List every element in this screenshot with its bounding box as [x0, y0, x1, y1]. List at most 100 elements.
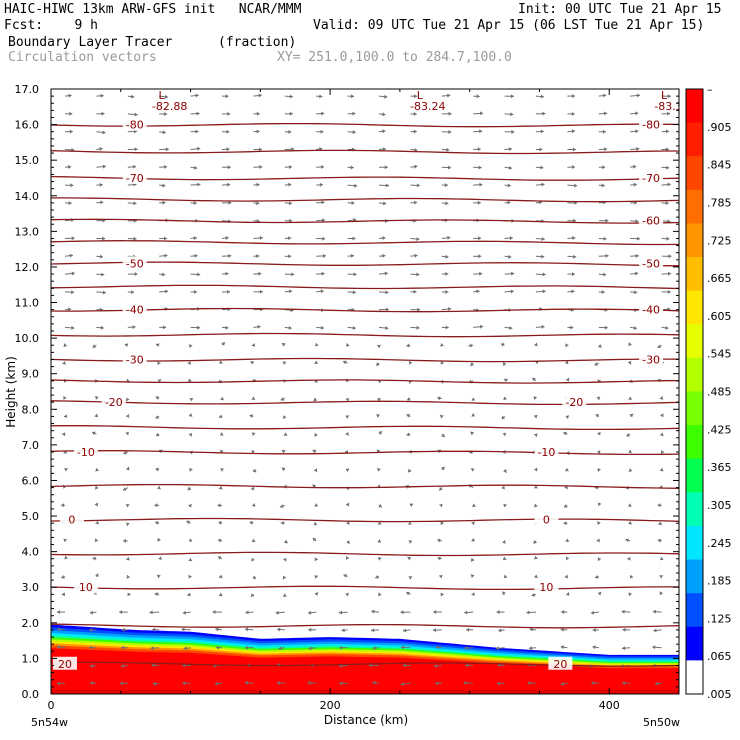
vector-arrowhead — [320, 289, 324, 294]
vector-arrowhead — [414, 253, 418, 258]
vector-arrowhead — [100, 325, 104, 330]
header-line4-left: Circulation vectors — [8, 50, 157, 65]
vector-arrowhead — [628, 342, 632, 347]
vector-arrowhead — [597, 502, 602, 506]
vector-arrowhead — [542, 272, 546, 277]
vector-arrowhead — [509, 236, 513, 241]
vector-arrowhead — [188, 538, 193, 542]
vector-arrowhead — [466, 627, 470, 632]
vector-arrowhead — [635, 271, 639, 276]
vector-arrowhead — [432, 628, 436, 633]
vector-arrowhead — [154, 592, 158, 597]
vector-arrowhead — [68, 201, 72, 205]
vector-arrowhead — [63, 538, 68, 542]
vector-arrowhead — [565, 378, 570, 382]
vector-arrowhead — [124, 343, 129, 348]
vector-arrowhead — [92, 344, 96, 348]
vector-arrowhead — [597, 432, 601, 436]
vector-arrowhead — [289, 289, 293, 294]
isotherm-10 — [51, 585, 679, 591]
y-tick-label: 9.0 — [22, 368, 40, 381]
vector-arrowhead — [102, 290, 106, 295]
vector-arrowhead — [572, 236, 576, 240]
circulation-vectors-layer — [56, 93, 672, 686]
colorbar-swatch — [686, 559, 703, 594]
vector-arrowhead — [131, 290, 135, 295]
vector-arrowhead — [225, 271, 229, 276]
vector-arrowhead — [413, 129, 417, 134]
vector-arrowhead — [162, 200, 166, 205]
vector-arrowhead — [659, 557, 664, 561]
vector-arrowhead — [468, 343, 472, 348]
vector-arrowhead — [259, 289, 263, 294]
y-tick-label: 0.0 — [22, 688, 40, 701]
vector-arrowhead — [259, 165, 263, 169]
vector-arrowhead — [526, 610, 530, 615]
y-axis-title: Height (km) — [4, 356, 18, 427]
vector-arrowhead — [626, 433, 630, 437]
vector-arrowhead — [592, 645, 596, 650]
isotherm-intermediate — [51, 197, 679, 203]
vector-arrowhead — [598, 344, 602, 348]
vector-arrowhead — [249, 414, 253, 418]
vector-arrowhead — [57, 627, 61, 632]
vector-arrowhead — [408, 468, 412, 473]
vector-arrowhead — [595, 414, 600, 418]
isotherm-label-10: 10 — [539, 581, 553, 594]
vector-arrowhead — [628, 503, 632, 507]
vector-arrowhead — [281, 467, 286, 472]
vector-arrowhead — [123, 538, 126, 543]
vector-arrowhead — [445, 290, 449, 294]
isotherm-label-bg — [639, 302, 664, 316]
vector-arrowhead — [561, 610, 565, 614]
vector-arrowhead — [312, 484, 316, 489]
vector-arrowhead — [123, 450, 127, 455]
isotherm-label--30: -30 — [126, 353, 144, 366]
vector-arrowhead — [134, 272, 138, 276]
colorbar-label: .845 — [707, 159, 732, 172]
isotherm-label-bg — [639, 170, 664, 184]
vector-arrowhead — [351, 201, 355, 205]
vector-arrowhead — [470, 362, 474, 366]
colorbar-swatch — [686, 492, 703, 527]
vector-arrowhead — [225, 236, 229, 240]
vector-arrowhead — [478, 254, 482, 259]
vector-arrowhead — [102, 130, 106, 135]
y-tick-label: 3.0 — [22, 581, 40, 594]
vector-arrowhead — [376, 414, 381, 418]
vector-arrowhead — [668, 254, 672, 259]
vector-arrowhead — [61, 592, 65, 597]
vector-arrowhead — [188, 574, 192, 579]
vector-arrowhead — [291, 272, 295, 277]
vector-arrowhead — [151, 663, 155, 668]
vector-arrowhead — [61, 503, 65, 508]
colorbar-label: – — [707, 83, 713, 96]
isotherm-20 — [51, 661, 679, 667]
vector-arrowhead — [321, 165, 325, 169]
vector-arrowhead — [414, 94, 418, 99]
vector-arrowhead — [654, 681, 659, 686]
vector-arrowhead — [155, 396, 160, 400]
vector-arrowhead — [63, 343, 68, 348]
low-value-2: -83.37 — [654, 100, 689, 113]
vector-arrowhead — [314, 360, 319, 364]
vector-arrowhead — [378, 592, 382, 597]
vector-arrowhead — [258, 271, 262, 276]
colorbar-swatch — [686, 156, 703, 191]
vector-arrowhead — [440, 360, 445, 365]
vector-arrowhead — [665, 129, 670, 134]
vector-arrowhead — [256, 129, 260, 134]
vector-arrowhead — [188, 413, 193, 417]
vector-arrowhead — [371, 628, 375, 633]
vector-arrowhead — [71, 271, 75, 276]
isotherm-label--10: -10 — [537, 446, 555, 459]
colorbar-swatch — [686, 257, 703, 292]
vector-arrowhead — [289, 94, 293, 99]
vector-arrowhead — [666, 165, 670, 170]
y-tick-label: 1.0 — [22, 652, 40, 665]
vector-arrowhead — [64, 467, 68, 472]
vector-arrowhead — [183, 646, 187, 651]
isotherm-label-bg — [122, 256, 147, 270]
colorbar-label: .185 — [707, 575, 732, 588]
colorbar-label: .665 — [707, 272, 732, 285]
